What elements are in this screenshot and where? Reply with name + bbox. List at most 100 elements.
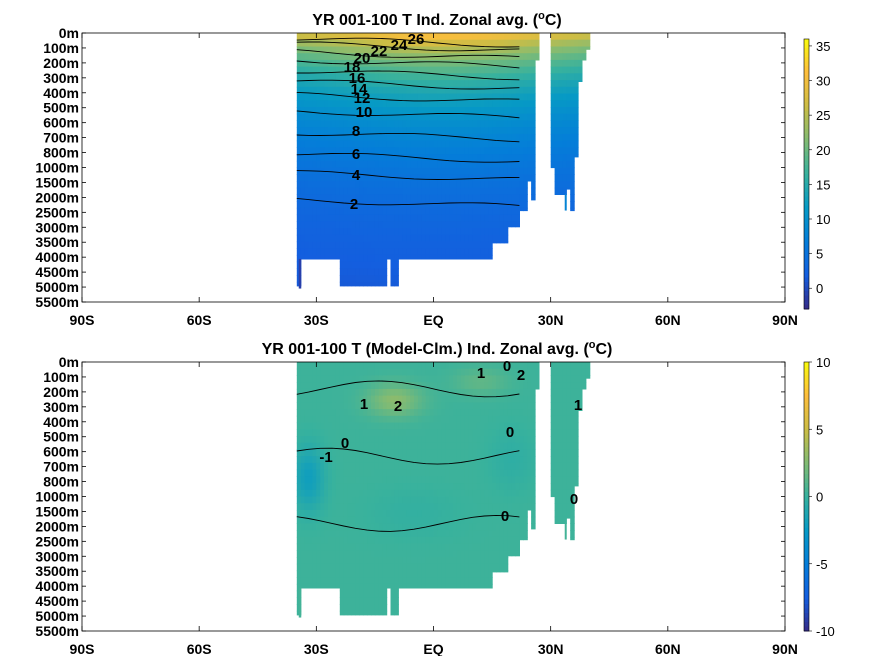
y-tick-label: 500m [43,100,79,116]
colorbar-segment [804,514,809,520]
y-tick-label: 3500m [35,234,79,250]
colorbar-segment [804,124,809,130]
colorbar-segment [804,604,809,610]
colorbar-segment [804,518,809,524]
colorbar-segment [804,456,809,462]
colorbar-segment [804,295,809,301]
colorbar-segment [804,411,809,417]
colorbar-segment [804,147,809,152]
colorbar-segment [804,550,809,556]
colorbar-segment [804,75,809,80]
colorbar-label: 35 [816,39,830,54]
colorbar-segment [804,151,809,157]
y-tick-label: 2500m [35,204,79,220]
colorbar-segment [804,165,809,170]
y-tick-label: 1500m [35,503,79,519]
contour-labels: 0 1 2 2 1 1 0 0 -1 0 0 [319,358,582,525]
y-tick-label: 2000m [35,189,79,205]
deep-column [298,258,302,289]
x-axis: 90S 60S 30S EQ 30N 60N 90N [70,33,798,328]
x-tick-label: 90S [70,641,95,656]
colorbar-segment [804,429,809,435]
colorbar-segment [804,572,809,578]
colorbar-segment [804,232,809,238]
colorbar-frame [803,38,810,310]
deep-column [298,587,302,618]
colorbar-segment [804,97,809,103]
colorbar: 35 30 25 20 15 10 5 0 [803,38,830,310]
colorbar-segment [804,210,809,215]
x-tick-label: 90S [70,312,95,328]
x-tick-label: 30N [538,312,564,328]
contour-label: 2 [350,196,358,213]
colorbar-label: -5 [816,557,828,572]
contour-label: 2 [394,398,402,415]
colorbar-segment [804,577,809,583]
chart-panel-2: YR 001-100 T (Model-Clm.) Ind. Zonal avg… [35,339,834,656]
colorbar-segment [804,291,809,296]
colorbar-segment [804,133,809,139]
x-tick-label: 30S [304,641,329,656]
colorbar-segment [804,402,809,408]
y-tick-label: 4500m [35,593,79,609]
y-tick-label: 600m [43,115,79,131]
colorbar-segment [804,223,809,229]
colorbar-label: 5 [816,422,823,437]
colorbar-segment [804,559,809,565]
colorbar-segment [804,187,809,193]
colorbar-segment [804,286,809,292]
y-tick-label: 700m [43,459,79,475]
colorbar-segment [804,241,809,247]
colorbar-segment [804,61,809,67]
colorbar-segment [804,255,809,260]
y-tick-label: 5500m [35,294,79,310]
x-tick-label: 90N [772,641,798,656]
colorbar-segment [804,613,809,619]
contour-label: 18 [344,59,361,76]
colorbar-segment [804,84,809,89]
colorbar-segment [804,415,809,421]
colorbar-segment [804,57,809,62]
y-axis: 0m100m200m300m400m500m600m700m800m1000m1… [35,25,785,310]
colorbar-segment [804,178,809,184]
colorbar-segment [804,214,809,220]
contour-label: 0 [503,358,511,375]
colorbar-segment [804,246,809,251]
colorbar-segment [804,219,809,224]
colorbar-segment [804,586,809,592]
colorbar-segment [804,541,809,547]
colorbar-segment [804,102,809,107]
x-tick-label: 60S [187,312,212,328]
colorbar-segment [804,48,809,53]
x-tick-label: 60N [655,641,681,656]
colorbar-segment [804,106,809,112]
colorbar-segment [804,138,809,143]
colorbar-segment [804,384,809,390]
colorbar-segment [804,406,809,412]
colorbar-segment [804,527,809,533]
colorbar-segment [804,500,809,506]
colorbar-segment [804,366,809,372]
colorbar-segment [804,545,809,551]
colorbar-label: 20 [816,143,830,158]
contour-label: 16 [349,70,366,87]
colorbar-segment [804,487,809,493]
x-tick-label: 60S [187,641,212,656]
colorbar-segment [804,505,809,511]
colorbar-segment [804,397,809,403]
colorbar-segment [804,43,809,49]
colorbar-segment [804,460,809,466]
y-tick-label: 3000m [35,548,79,564]
colorbar-segment [804,205,809,211]
contour-label: 24 [391,37,408,54]
y-tick-label: 4000m [35,578,79,594]
y-tick-label: 2000m [35,518,79,534]
colorbar-segment [804,196,809,202]
y-tick-label: 5000m [35,279,79,295]
colorbar-segment [804,554,809,560]
colorbar-segment [804,273,809,278]
colorbar-segment [804,362,809,367]
y-tick-label: 300m [43,70,79,86]
colorbar-segment [804,451,809,457]
